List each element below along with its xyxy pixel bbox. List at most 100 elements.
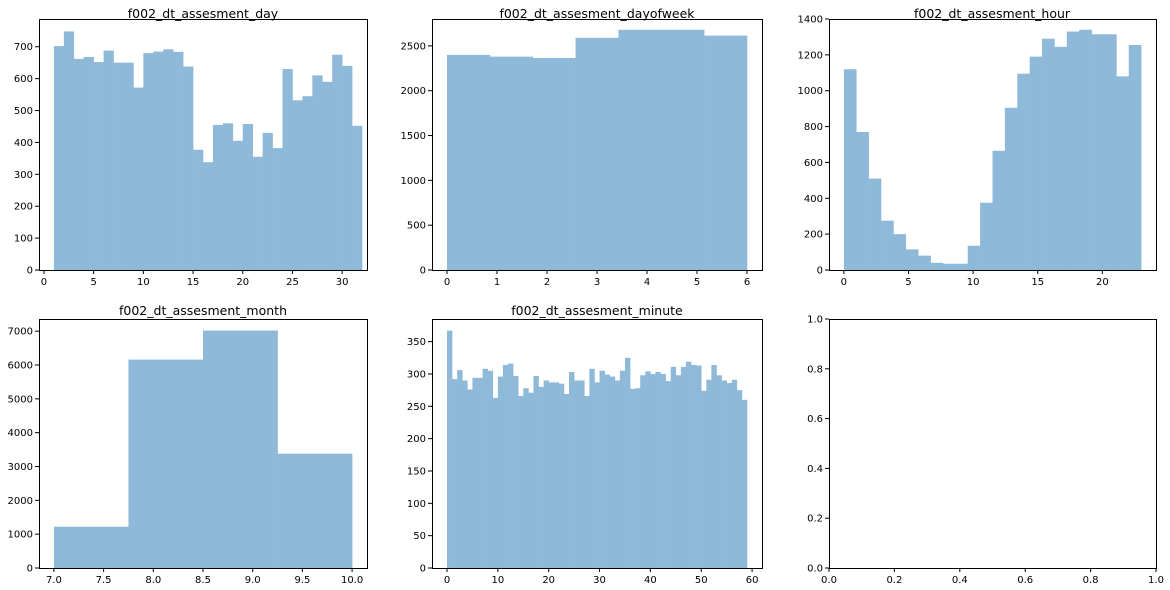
x-tick-label: 15 <box>187 277 200 288</box>
histogram-bar <box>726 383 733 568</box>
histogram-bar <box>143 53 154 270</box>
histogram-bar <box>661 29 705 271</box>
histogram-bar <box>1042 38 1055 270</box>
subplot-hour-histogram: f002_dt_assesment_hour 0 5 10 15 20020040060… <box>798 6 1157 288</box>
histogram-bar <box>614 380 621 568</box>
subplot-title: f002_dt_assesment_hour <box>914 6 1071 21</box>
histogram-bar <box>1029 56 1043 271</box>
y-tick-label: 500 <box>407 221 426 232</box>
histogram-bar <box>183 66 194 270</box>
histogram-bar <box>685 361 692 568</box>
histogram-bar <box>73 58 85 271</box>
histogram-bar <box>635 388 641 568</box>
x-tick-label: 15 <box>1031 277 1044 288</box>
y-tick-label: 400 <box>14 138 33 149</box>
y-tick-label: 7000 <box>8 327 33 338</box>
histogram-bar <box>467 389 473 568</box>
histogram-bar <box>696 365 702 568</box>
y-tick-label: 150 <box>407 466 426 477</box>
y-tick-label: 100 <box>407 499 426 510</box>
histogram-bar <box>543 380 549 568</box>
histogram-bar <box>868 178 882 270</box>
x-tick-label: 0.8 <box>1083 575 1099 586</box>
axes-frame <box>829 319 1157 569</box>
y-tick-label: 0.8 <box>807 364 823 375</box>
histogram-bar <box>502 364 509 568</box>
histogram-bar <box>1066 31 1080 270</box>
histogram-bar <box>447 54 491 270</box>
subplot-minute-histogram: f002_dt_assesment_minute 0 10 20 30 40 50 60 0 5… <box>407 303 763 586</box>
y-tick-label: 700 <box>14 42 33 53</box>
y-tick-label: 3000 <box>8 462 33 473</box>
histogram-bar <box>123 62 134 271</box>
histogram-bar <box>477 377 483 568</box>
x-tick-label: 10 <box>967 277 980 288</box>
histogram-bar <box>618 29 662 271</box>
y-tick-label: 50 <box>413 531 426 542</box>
histogram-bar <box>277 453 353 568</box>
histogram-bar <box>322 81 333 270</box>
y-tick-label: 0.0 <box>807 564 823 575</box>
histogram-bar <box>53 526 129 568</box>
y-tick-label: 1000 <box>8 530 33 541</box>
histogram-bar <box>721 380 727 568</box>
x-tick-label: 5 <box>694 277 700 288</box>
histogram-bar <box>447 330 453 568</box>
histogram-bar <box>655 372 661 568</box>
histogram-bar <box>1054 46 1068 270</box>
histogram-bar <box>630 388 636 568</box>
histogram-bar <box>193 149 204 270</box>
histogram-bar <box>736 390 743 568</box>
x-tick-label: 10.0 <box>341 575 363 586</box>
histogram-bar <box>513 375 519 568</box>
histogram-bar <box>955 263 969 270</box>
y-tick-label: 200 <box>14 202 33 213</box>
subplot-day-histogram: f002_dt_assesment_day 0 5 10 15 20 25 30010020… <box>14 6 368 288</box>
histogram-bar <box>701 390 707 568</box>
histogram-bar <box>232 140 244 270</box>
y-tick-label: 400 <box>804 194 823 205</box>
y-tick-label: 0 <box>27 266 33 277</box>
histogram-bar <box>918 255 931 270</box>
subplot-month-histogram: f002_dt_assesment_month 7.0 7.5 8.0 8.5 9.0 9… <box>8 303 368 586</box>
y-tick-label: 600 <box>14 74 33 85</box>
histogram-bar <box>272 148 283 270</box>
y-tick-label: 100 <box>14 234 33 245</box>
histogram-bar <box>342 65 353 270</box>
histogram-bar <box>691 364 697 568</box>
histogram-bar <box>741 399 748 568</box>
histogram-bar <box>670 366 677 568</box>
y-tick-label: 200 <box>407 434 426 445</box>
histogram-bar <box>252 156 263 270</box>
histogram-bar <box>706 379 712 568</box>
histogram-bar <box>489 56 533 271</box>
histogram-bar <box>1079 29 1092 271</box>
histogram-bar <box>1004 107 1018 270</box>
y-tick-label: 1000 <box>401 176 426 187</box>
histogram-bar <box>482 368 488 568</box>
histogram-bar <box>584 395 590 568</box>
y-tick-label: 350 <box>407 337 426 348</box>
histogram-bar <box>881 220 894 270</box>
x-tick-label: 20 <box>236 277 249 288</box>
histogram-bar <box>665 381 672 568</box>
x-tick-label: 5 <box>905 277 911 288</box>
histogram-bar <box>905 249 919 270</box>
histogram-bar <box>558 383 565 568</box>
x-tick-label: 5 <box>90 277 96 288</box>
y-tick-label: 200 <box>804 230 823 241</box>
histogram-bar <box>548 382 555 568</box>
y-tick-label: 0 <box>420 266 426 277</box>
histogram-bar <box>153 51 164 271</box>
x-tick-label: 7.5 <box>96 575 112 586</box>
y-tick-label: 1000 <box>798 86 823 97</box>
histogram-bar <box>930 262 944 270</box>
histogram-bar <box>942 263 956 270</box>
histogram-bar <box>563 394 570 568</box>
histogram-bar <box>1116 76 1130 270</box>
y-tick-label: 2000 <box>401 86 426 97</box>
x-tick-label: 1 <box>494 277 500 288</box>
histogram-bar <box>53 46 65 270</box>
histogram-bar <box>212 124 224 270</box>
